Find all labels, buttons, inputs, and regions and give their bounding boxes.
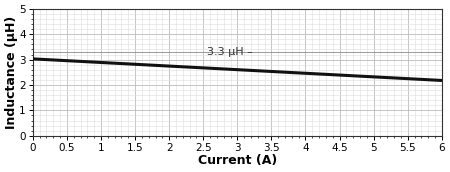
Y-axis label: Inductance (μH): Inductance (μH) xyxy=(5,16,18,129)
Text: 3.3 μH –: 3.3 μH – xyxy=(207,47,252,57)
X-axis label: Current (A): Current (A) xyxy=(198,154,277,167)
